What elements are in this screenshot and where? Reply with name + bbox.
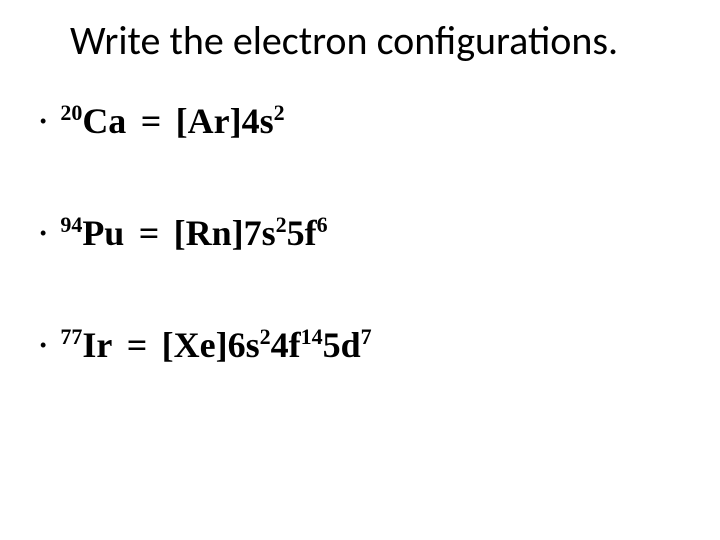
element-symbol: Ca — [82, 101, 126, 141]
atomic-number: 94 — [60, 212, 82, 237]
list-item: • 94Pu=[Rn]7s25f6 — [40, 212, 690, 254]
config-sup: 14 — [301, 324, 323, 349]
config-part: [Ar]4s — [176, 101, 274, 141]
config-part: [Xe]6s — [162, 325, 260, 365]
config-sup: 7 — [361, 324, 372, 349]
equation: 20Ca=[Ar]4s2 — [60, 100, 284, 142]
config-sup: 2 — [260, 324, 271, 349]
config-sup: 2 — [276, 212, 287, 237]
list-item: • 20Ca=[Ar]4s2 — [40, 100, 690, 142]
bullet-icon: • — [40, 224, 46, 242]
atomic-number: 77 — [60, 324, 82, 349]
element-symbol: Ir — [82, 325, 112, 365]
equation: 77Ir=[Xe]6s24f145d7 — [60, 324, 371, 366]
equation: 94Pu=[Rn]7s25f6 — [60, 212, 327, 254]
list-item: • 77Ir=[Xe]6s24f145d7 — [40, 324, 690, 366]
slide: Write the electron configurations. • 20C… — [0, 0, 720, 540]
bullet-icon: • — [40, 336, 46, 354]
config-part: 5d — [323, 325, 361, 365]
config-sup: 2 — [274, 100, 285, 125]
item-list: • 20Ca=[Ar]4s2 • 94Pu=[Rn]7s25f6 • 77Ir=… — [40, 100, 690, 436]
config-sup: 6 — [317, 212, 328, 237]
atomic-number: 20 — [60, 100, 82, 125]
config-part: 4f — [271, 325, 301, 365]
config-part: 5f — [287, 213, 317, 253]
slide-title: Write the electron configurations. — [70, 16, 690, 65]
element-symbol: Pu — [82, 213, 124, 253]
config-part: [Rn]7s — [174, 213, 276, 253]
bullet-icon: • — [40, 112, 46, 130]
